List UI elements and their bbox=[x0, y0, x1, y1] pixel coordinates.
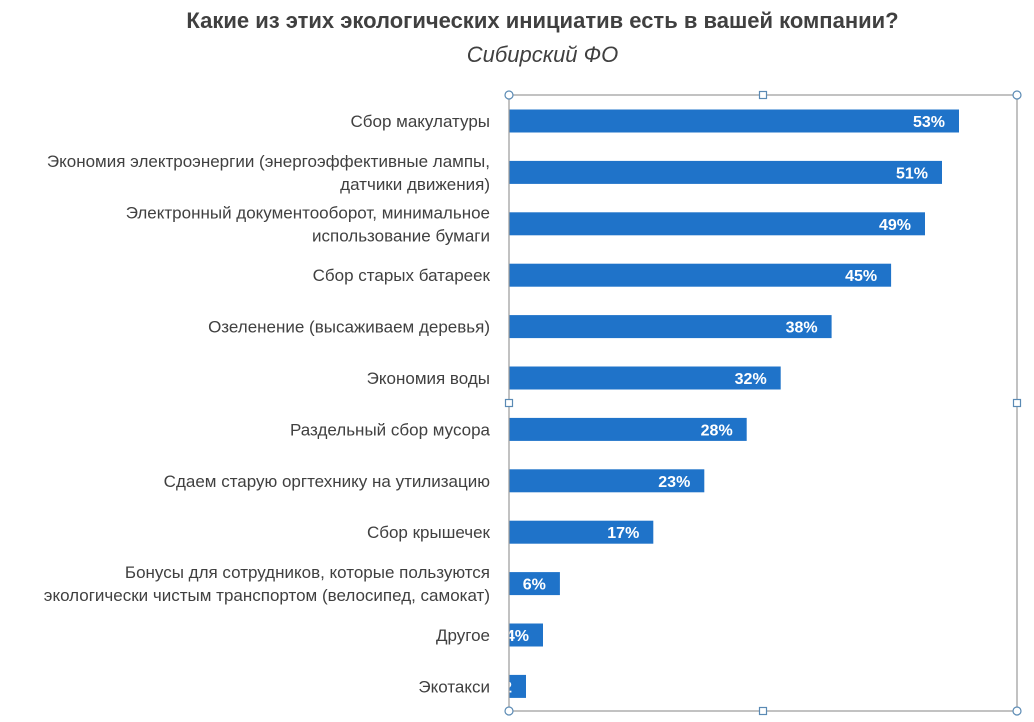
category-label: Сдаем старую оргтехнику на утилизацию bbox=[164, 472, 491, 491]
resize-handle-corner[interactable] bbox=[504, 706, 514, 716]
bar[interactable] bbox=[509, 263, 892, 287]
category-label: Электронный документооборот, минимальное bbox=[126, 203, 490, 222]
data-label: 45% bbox=[845, 268, 877, 285]
resize-handle-corner[interactable] bbox=[1012, 706, 1022, 716]
data-label: 6% bbox=[523, 577, 546, 594]
category-label: Сбор старых батареек bbox=[313, 266, 491, 285]
category-label: Раздельный сбор мусора bbox=[290, 420, 491, 439]
bar[interactable] bbox=[509, 366, 781, 390]
data-label: 2 bbox=[503, 679, 512, 696]
data-label: 28% bbox=[701, 422, 733, 439]
bar[interactable] bbox=[509, 160, 942, 184]
plot-area-selection[interactable] bbox=[504, 90, 1022, 716]
data-label: 49% bbox=[879, 217, 911, 234]
category-label: датчики движения) bbox=[340, 175, 490, 194]
category-label: Бонусы для сотрудников, которые пользуют… bbox=[125, 563, 490, 582]
bars: 53% 51% 49% 45% 38% 32% 28% 23% 17% 6% 4% 2 bbox=[503, 109, 959, 698]
bar[interactable] bbox=[509, 315, 832, 339]
data-label: 4% bbox=[506, 628, 529, 645]
resize-handle-side[interactable] bbox=[758, 706, 768, 716]
resize-handle-side[interactable] bbox=[1012, 398, 1022, 408]
category-label: Сбор макулатуры bbox=[350, 112, 490, 131]
resize-handle-corner[interactable] bbox=[1012, 90, 1022, 100]
data-label: 32% bbox=[735, 371, 767, 388]
category-label: Сбор крышечек bbox=[367, 523, 491, 542]
bar[interactable] bbox=[509, 674, 526, 698]
data-label: 38% bbox=[786, 320, 818, 337]
category-label: экологически чистым транспортом (велосип… bbox=[44, 586, 490, 605]
resize-handle-corner[interactable] bbox=[504, 90, 514, 100]
category-label: Экономия электроэнергии (энергоэффективн… bbox=[47, 152, 490, 171]
resize-handle-side[interactable] bbox=[504, 398, 514, 408]
chart-subtitle: Сибирский ФО bbox=[466, 42, 619, 67]
data-label: 53% bbox=[913, 114, 945, 131]
category-label: Экономия воды bbox=[367, 369, 490, 388]
data-label: 17% bbox=[607, 525, 639, 542]
bar[interactable] bbox=[509, 520, 654, 544]
chart-title: Какие из этих экологических инициатив ес… bbox=[186, 8, 899, 33]
resize-handle-side[interactable] bbox=[758, 90, 768, 100]
plot-area-frame bbox=[508, 94, 1018, 712]
bar[interactable] bbox=[509, 417, 747, 441]
category-labels: Сбор макулатуры Экономия электроэнергии (… bbox=[44, 112, 491, 696]
category-label: Другое bbox=[436, 626, 490, 645]
bar[interactable] bbox=[509, 623, 543, 647]
bar[interactable] bbox=[509, 572, 560, 596]
data-label: 51% bbox=[896, 165, 928, 182]
data-label: 23% bbox=[658, 474, 690, 491]
bar[interactable] bbox=[509, 212, 925, 236]
category-label: Озеленение (высаживаем деревья) bbox=[208, 318, 490, 337]
bar[interactable] bbox=[509, 109, 959, 133]
bar[interactable] bbox=[509, 469, 705, 493]
category-label: использование бумаги bbox=[312, 226, 490, 245]
category-label: Экотакси bbox=[418, 677, 490, 696]
